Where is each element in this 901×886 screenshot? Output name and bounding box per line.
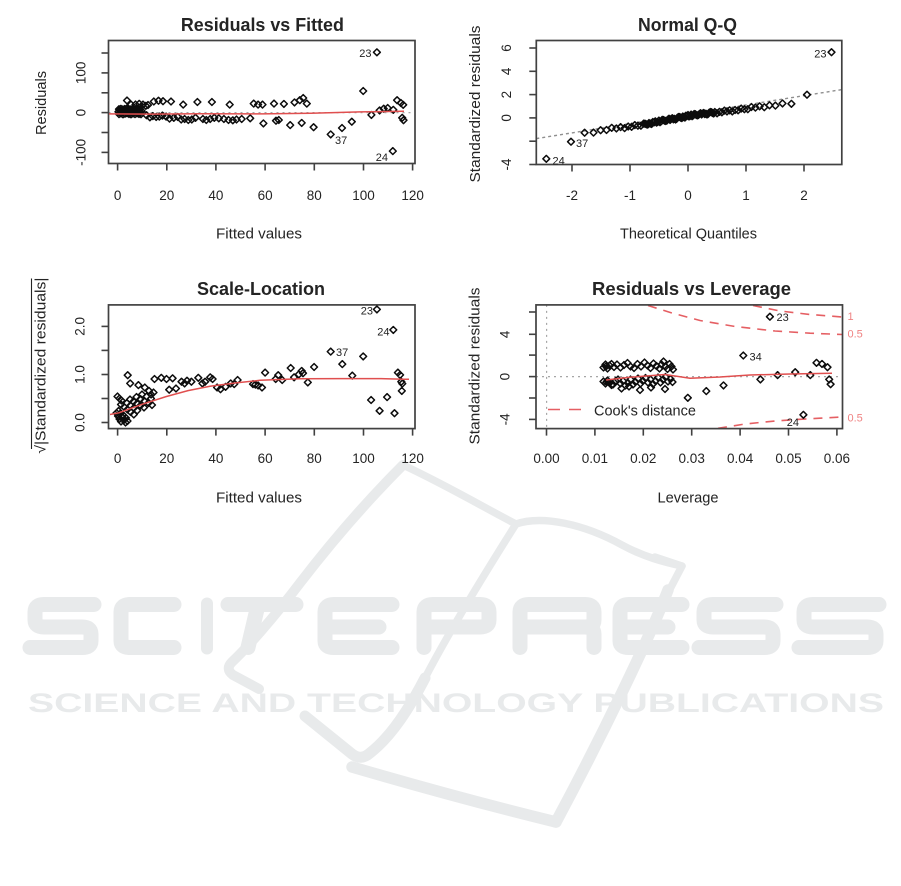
svg-text:0.5: 0.5 <box>848 413 863 425</box>
svg-text:Standardized residuals: Standardized residuals <box>468 26 484 183</box>
svg-text:60: 60 <box>258 451 273 466</box>
svg-text:0.0: 0.0 <box>73 413 88 432</box>
svg-text:60: 60 <box>258 188 273 203</box>
svg-text:23: 23 <box>814 49 826 61</box>
svg-text:0: 0 <box>114 451 122 466</box>
svg-text:Scale-Location: Scale-Location <box>197 279 325 299</box>
svg-text:0: 0 <box>499 114 514 122</box>
svg-text:-4: -4 <box>499 158 514 170</box>
svg-text:24: 24 <box>787 417 799 429</box>
svg-text:0: 0 <box>74 109 89 117</box>
svg-text:24: 24 <box>553 156 565 168</box>
svg-text:4: 4 <box>499 67 514 75</box>
svg-text:0.5: 0.5 <box>848 329 863 341</box>
svg-text:Normal Q-Q: Normal Q-Q <box>638 15 737 35</box>
svg-text:100: 100 <box>74 62 89 85</box>
svg-text:Theoretical Quantiles: Theoretical Quantiles <box>620 227 757 243</box>
svg-text:Cook's distance: Cook's distance <box>594 404 696 420</box>
svg-text:-100: -100 <box>74 139 89 166</box>
svg-text:0.01: 0.01 <box>582 451 608 466</box>
svg-text:Residuals: Residuals <box>34 71 50 135</box>
svg-text:0.06: 0.06 <box>824 451 850 466</box>
svg-text:2: 2 <box>800 188 808 203</box>
svg-text:-1: -1 <box>624 188 636 203</box>
svg-text:1: 1 <box>742 188 750 203</box>
svg-text:Residuals vs Fitted: Residuals vs Fitted <box>181 15 344 35</box>
svg-text:24: 24 <box>377 327 389 339</box>
svg-text:80: 80 <box>307 451 322 466</box>
svg-text:Leverage: Leverage <box>658 491 719 507</box>
svg-text:23: 23 <box>777 312 789 324</box>
svg-text:120: 120 <box>401 451 424 466</box>
svg-text:20: 20 <box>159 188 174 203</box>
svg-text:-2: -2 <box>566 188 578 203</box>
svg-text:100: 100 <box>352 451 375 466</box>
svg-text:0.03: 0.03 <box>679 451 705 466</box>
svg-text:37: 37 <box>336 347 348 359</box>
svg-text:Residuals vs Leverage: Residuals vs Leverage <box>592 279 791 299</box>
svg-text:23: 23 <box>361 306 373 318</box>
svg-text:24: 24 <box>376 152 388 164</box>
svg-text:120: 120 <box>401 188 424 203</box>
svg-text:6: 6 <box>499 44 514 52</box>
svg-text:0: 0 <box>684 188 692 203</box>
svg-text:37: 37 <box>335 135 347 147</box>
svg-text:0.02: 0.02 <box>630 451 656 466</box>
svg-text:4: 4 <box>498 330 513 338</box>
svg-text:Fitted values: Fitted values <box>216 491 302 507</box>
svg-text:23: 23 <box>359 48 371 60</box>
svg-text:2: 2 <box>499 91 514 99</box>
svg-text:34: 34 <box>750 352 762 364</box>
svg-text:1.0: 1.0 <box>73 365 88 384</box>
svg-text:0.00: 0.00 <box>533 451 559 466</box>
svg-text:40: 40 <box>208 451 223 466</box>
svg-text:Standardized residuals: Standardized residuals <box>468 288 484 445</box>
svg-text:0: 0 <box>498 373 513 381</box>
svg-text:100: 100 <box>352 188 375 203</box>
svg-text:0.04: 0.04 <box>727 451 754 466</box>
svg-text:√|Standardized residuals|: √|Standardized residuals| <box>34 278 50 454</box>
svg-text:1: 1 <box>848 311 854 323</box>
svg-text:-4: -4 <box>498 413 513 425</box>
svg-text:20: 20 <box>159 451 174 466</box>
svg-text:40: 40 <box>208 188 223 203</box>
svg-text:2.0: 2.0 <box>73 317 88 336</box>
svg-text:0: 0 <box>114 188 122 203</box>
svg-text:80: 80 <box>307 188 322 203</box>
svg-text:Fitted values: Fitted values <box>216 227 302 243</box>
svg-text:37: 37 <box>576 138 588 150</box>
svg-text:0.05: 0.05 <box>775 451 801 466</box>
svg-text:SCIENCE AND TECHNOLOGY PUBLICA: SCIENCE AND TECHNOLOGY PUBLICATIONS <box>28 688 884 718</box>
